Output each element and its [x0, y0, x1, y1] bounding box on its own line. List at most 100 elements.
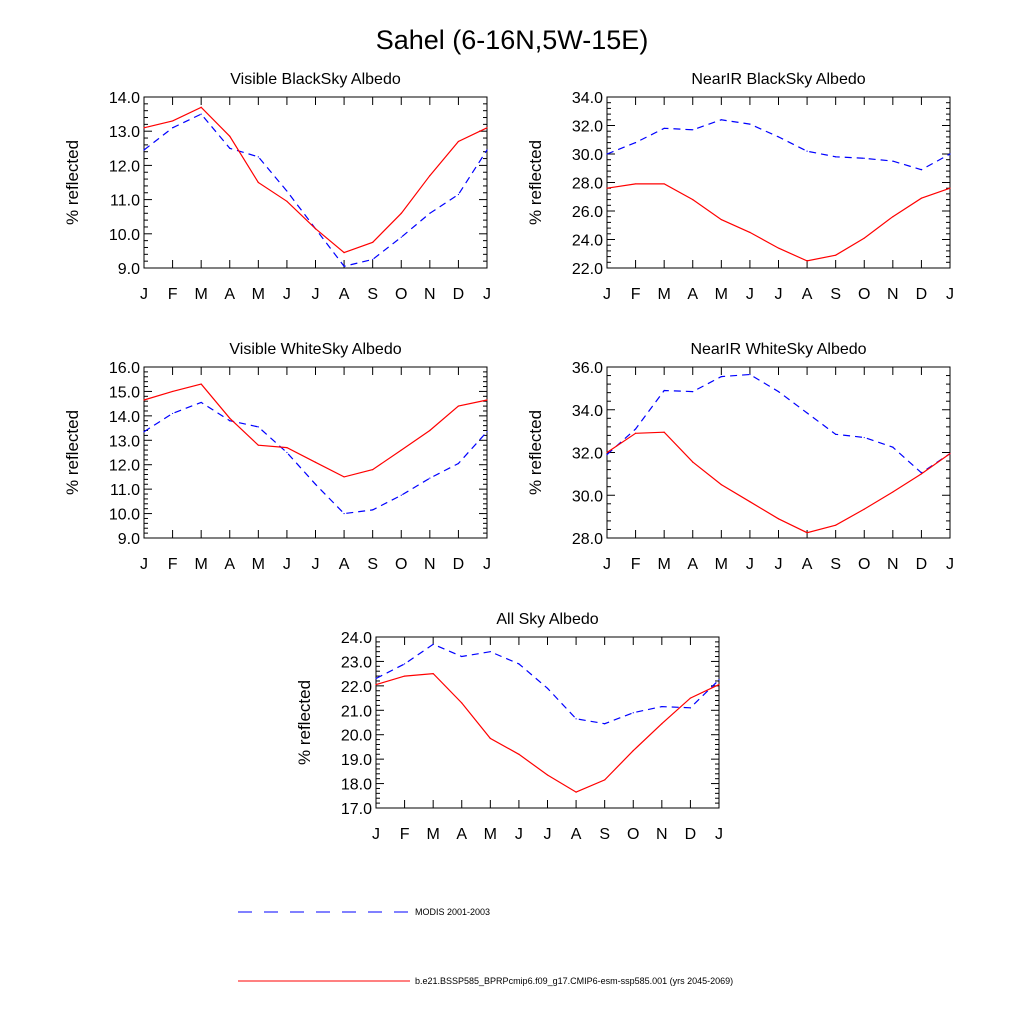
- x-tick-label: D: [916, 556, 928, 573]
- x-tick-label: J: [515, 826, 523, 843]
- data-point: [200, 106, 202, 108]
- data-point: [835, 433, 837, 435]
- data-point: [720, 119, 722, 121]
- y-tick-label: 10.0: [109, 227, 140, 244]
- data-point: [314, 461, 317, 463]
- x-tick-label: S: [599, 826, 610, 843]
- x-tick-label: M: [195, 286, 208, 303]
- data-point: [749, 373, 751, 376]
- x-tick-label: M: [252, 556, 265, 573]
- model-series-line: [143, 106, 488, 254]
- data-point: [457, 462, 460, 465]
- y-tick-label: 11.0: [110, 482, 140, 499]
- legend-label: MODIS 2001-2003: [415, 907, 490, 917]
- data-point: [949, 153, 951, 155]
- data-point: [806, 260, 808, 262]
- y-tick-label: 22.0: [572, 261, 603, 278]
- x-tick-label: J: [140, 556, 148, 573]
- data-point: [489, 651, 491, 653]
- data-point: [432, 673, 434, 675]
- data-point: [634, 142, 637, 144]
- y-tick-label: 19.0: [341, 752, 372, 769]
- y-tick-label: 9.0: [118, 531, 140, 548]
- data-point: [835, 156, 837, 158]
- data-point: [661, 706, 663, 708]
- model-series-line: [606, 431, 951, 534]
- data-point: [400, 212, 402, 214]
- data-point: [749, 231, 751, 233]
- y-axis-label: % reflected: [526, 410, 545, 495]
- x-tick-label: J: [312, 286, 320, 303]
- y-tick-label: 14.0: [109, 409, 140, 426]
- y-tick-label: 32.0: [572, 446, 603, 463]
- data-point: [171, 127, 174, 129]
- y-tick-label: 24.0: [341, 630, 372, 647]
- data-point: [372, 241, 374, 243]
- chart-panel: NearIR WhiteSky Albedo % reflected 28.0 30.…: [526, 341, 954, 573]
- x-tick-label: A: [224, 556, 235, 573]
- x-tick-label: J: [746, 286, 754, 303]
- data-point: [403, 663, 406, 665]
- data-point: [429, 429, 431, 432]
- data-point: [200, 113, 202, 115]
- data-point: [863, 436, 865, 439]
- data-point: [432, 643, 434, 645]
- data-point: [777, 390, 780, 393]
- x-tick-label: S: [830, 556, 841, 573]
- y-tick-label: 30.0: [572, 147, 603, 164]
- data-point: [286, 190, 288, 192]
- data-point: [949, 452, 951, 455]
- data-point: [892, 446, 894, 448]
- chart-panels: Visible BlackSky Albedo % reflected 9.0 10.…: [63, 71, 954, 843]
- x-tick-label: M: [715, 556, 728, 573]
- data-point: [663, 389, 665, 392]
- data-point: [749, 123, 751, 125]
- x-tick-label: D: [453, 556, 465, 573]
- data-point: [863, 157, 865, 159]
- x-tick-label: A: [339, 556, 350, 573]
- data-point: [372, 509, 374, 511]
- modis-series-line: [143, 113, 488, 267]
- data-point: [575, 718, 577, 720]
- data-point: [372, 469, 374, 471]
- data-point: [286, 451, 288, 454]
- plot-frame: [606, 366, 951, 539]
- y-axis-label: % reflected: [63, 140, 82, 225]
- data-point: [606, 187, 608, 189]
- modis-series-line: [606, 373, 951, 474]
- x-tick-label: F: [631, 556, 641, 573]
- data-point: [200, 401, 202, 404]
- x-tick-label: F: [631, 286, 641, 303]
- data-point: [546, 687, 549, 689]
- panel-title: Visible WhiteSky Albedo: [229, 341, 401, 358]
- data-point: [718, 684, 720, 686]
- x-tick-label: M: [252, 286, 265, 303]
- x-tick-label: J: [483, 286, 491, 303]
- data-point: [718, 679, 720, 681]
- y-tick-label: 30.0: [572, 488, 603, 505]
- data-point: [486, 127, 488, 129]
- data-point: [486, 399, 488, 401]
- data-point: [229, 135, 231, 137]
- data-point: [400, 236, 402, 238]
- data-point: [575, 791, 577, 793]
- data-point: [171, 412, 174, 415]
- x-tick-label: A: [687, 286, 698, 303]
- data-point: [372, 258, 374, 261]
- x-tick-label: D: [453, 286, 465, 303]
- data-point: [143, 127, 145, 129]
- data-point: [692, 129, 694, 131]
- data-point: [632, 712, 634, 714]
- data-point: [692, 199, 694, 201]
- data-point: [634, 183, 637, 185]
- x-tick-label: J: [775, 286, 783, 303]
- data-point: [457, 405, 460, 407]
- x-tick-label: M: [658, 286, 671, 303]
- y-tick-label: 24.0: [572, 233, 603, 250]
- data-point: [229, 147, 231, 149]
- data-point: [920, 169, 923, 171]
- x-tick-label: M: [427, 826, 440, 843]
- x-tick-label: J: [746, 556, 754, 573]
- data-point: [343, 265, 345, 267]
